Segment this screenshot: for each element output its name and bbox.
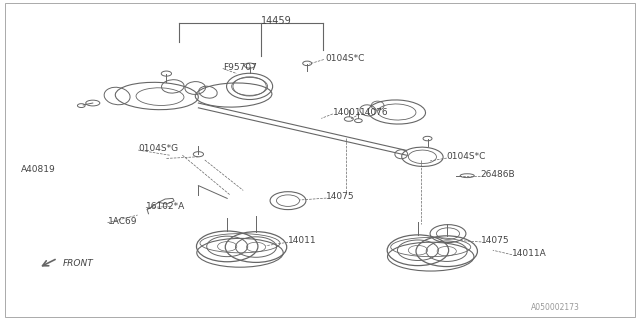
Text: A050002173: A050002173: [531, 303, 580, 312]
Text: 14459: 14459: [261, 16, 292, 26]
Text: 14011: 14011: [288, 236, 317, 245]
Text: 0104S*C: 0104S*C: [325, 54, 365, 63]
Text: A40819: A40819: [20, 165, 55, 174]
Text: 0104S*G: 0104S*G: [138, 144, 179, 153]
Text: FRONT: FRONT: [63, 259, 93, 268]
Text: 1AC69: 1AC69: [108, 217, 137, 226]
Text: 0104S*C: 0104S*C: [447, 152, 486, 161]
Text: F95707: F95707: [223, 63, 257, 72]
Text: 16102*A: 16102*A: [146, 202, 185, 211]
Text: 14001: 14001: [333, 108, 362, 117]
Text: 14075: 14075: [481, 236, 510, 245]
Text: 26486B: 26486B: [480, 170, 515, 179]
Text: 14011A: 14011A: [512, 249, 547, 258]
Text: 14075: 14075: [326, 192, 355, 201]
Text: 14076: 14076: [360, 108, 388, 117]
